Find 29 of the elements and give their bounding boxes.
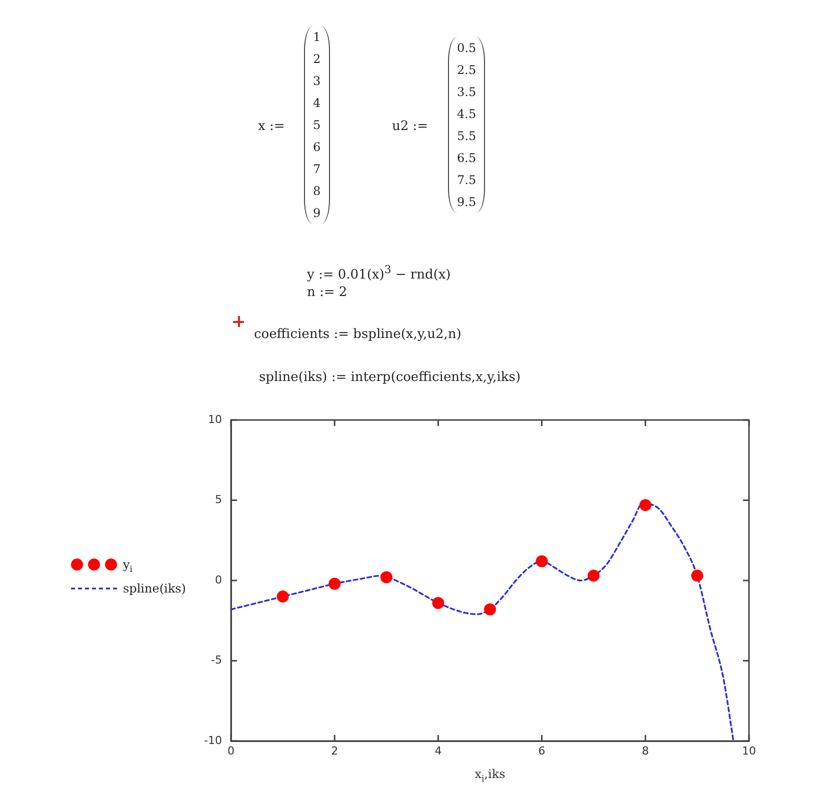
x-tick-label: 10	[742, 744, 756, 758]
text: 0.5 2.5 3.5 4.5 5.5 6.5 7.5 9.5	[448, 37, 486, 213]
text: y := 0.01(x)$^{3}$ − rnd(x)	[307, 262, 451, 284]
y-tick-label: 5	[215, 493, 222, 506]
text: u2 :=	[392, 119, 428, 135]
point	[328, 578, 341, 590]
y-tick-label: 0	[215, 573, 222, 586]
point	[691, 570, 704, 582]
y-tick-label: -10	[204, 734, 222, 747]
x-tick-label: 0	[228, 744, 234, 758]
text: coefficients := bspline(x,y,u2,n)	[254, 327, 462, 343]
point	[380, 571, 392, 584]
text: n := 2	[307, 285, 348, 301]
x-tick-label: 4	[434, 744, 442, 758]
x-tick-label: 8	[642, 744, 649, 758]
point	[639, 499, 652, 512]
point	[536, 555, 548, 568]
point	[432, 596, 444, 609]
legend-label: spline(iks)	[123, 582, 186, 596]
text: 1 2 3 4 5 6 7 8 9	[313, 30, 321, 220]
x-tick-label: 6	[538, 744, 546, 758]
point	[484, 603, 496, 616]
text: x :=	[258, 119, 285, 135]
x-tick-label: 2	[331, 744, 338, 758]
y-tick-label: 10	[208, 412, 222, 426]
point	[588, 570, 600, 582]
point	[276, 590, 289, 603]
y-tick-label: -5	[211, 654, 222, 667]
text: spline(iks) := interp(coefficients,x,y,iks)	[259, 370, 521, 386]
